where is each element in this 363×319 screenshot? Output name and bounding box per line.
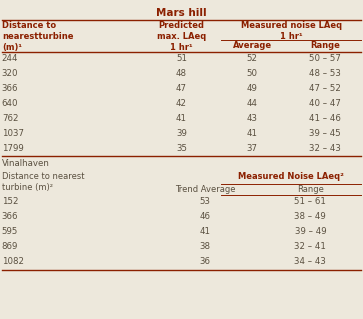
- Text: 640: 640: [2, 99, 18, 108]
- Text: 38: 38: [200, 242, 211, 251]
- Text: 869: 869: [2, 242, 18, 251]
- Text: 47 – 52: 47 – 52: [309, 84, 341, 93]
- Text: 41: 41: [176, 114, 187, 123]
- Text: 32 – 41: 32 – 41: [294, 242, 326, 251]
- Text: 42: 42: [176, 99, 187, 108]
- Text: 366: 366: [2, 212, 18, 221]
- Text: Vinalhaven: Vinalhaven: [2, 159, 50, 168]
- Text: 1799: 1799: [2, 144, 24, 153]
- Text: 39: 39: [176, 129, 187, 138]
- Text: 39 – 49: 39 – 49: [294, 227, 326, 236]
- Text: Trend Average: Trend Average: [175, 185, 235, 194]
- Text: 51: 51: [176, 54, 187, 63]
- Text: 37: 37: [247, 144, 258, 153]
- Text: 35: 35: [176, 144, 187, 153]
- Text: Measured Noise LAeq²: Measured Noise LAeq²: [238, 172, 344, 181]
- Text: 595: 595: [2, 227, 18, 236]
- Text: Range: Range: [297, 185, 324, 194]
- Text: Distance to
nearestturbine
(m)¹: Distance to nearestturbine (m)¹: [2, 21, 73, 52]
- Text: 41: 41: [200, 227, 211, 236]
- Text: 1037: 1037: [2, 129, 24, 138]
- Text: 32 – 43: 32 – 43: [309, 144, 341, 153]
- Text: Predicted
max. LAeq
1 hr¹: Predicted max. LAeq 1 hr¹: [157, 21, 206, 52]
- Text: 38 – 49: 38 – 49: [294, 212, 326, 221]
- Text: 49: 49: [247, 84, 258, 93]
- Text: Mars hill: Mars hill: [156, 8, 207, 18]
- Text: 762: 762: [2, 114, 18, 123]
- Text: Distance to nearest
turbine (m)²: Distance to nearest turbine (m)²: [2, 172, 84, 191]
- Text: 36: 36: [200, 257, 211, 266]
- Text: 1082: 1082: [2, 257, 24, 266]
- Text: 34 – 43: 34 – 43: [294, 257, 326, 266]
- Text: Average: Average: [233, 41, 272, 50]
- Text: 366: 366: [2, 84, 18, 93]
- Text: 48 – 53: 48 – 53: [309, 69, 341, 78]
- Text: 50 – 57: 50 – 57: [309, 54, 341, 63]
- Text: 48: 48: [176, 69, 187, 78]
- Text: 43: 43: [247, 114, 258, 123]
- Text: 53: 53: [200, 197, 211, 206]
- Text: 50: 50: [247, 69, 258, 78]
- Text: 46: 46: [200, 212, 211, 221]
- Text: 244: 244: [2, 54, 18, 63]
- Text: 41: 41: [247, 129, 258, 138]
- Text: Measured noise LAeq
1 hr¹: Measured noise LAeq 1 hr¹: [241, 21, 342, 41]
- Text: 152: 152: [2, 197, 18, 206]
- Text: 44: 44: [247, 99, 258, 108]
- Text: 41 – 46: 41 – 46: [309, 114, 341, 123]
- Text: 39 – 45: 39 – 45: [309, 129, 341, 138]
- Text: 47: 47: [176, 84, 187, 93]
- Text: 52: 52: [247, 54, 258, 63]
- Text: 51 – 61: 51 – 61: [294, 197, 326, 206]
- Text: 320: 320: [2, 69, 18, 78]
- Text: Range: Range: [310, 41, 340, 50]
- Text: 40 – 47: 40 – 47: [309, 99, 341, 108]
